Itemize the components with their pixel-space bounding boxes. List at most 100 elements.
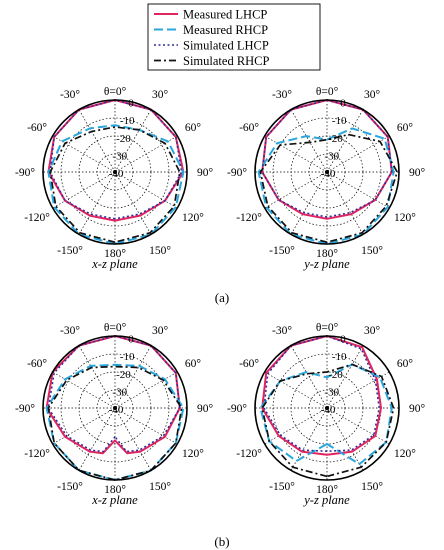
polar-grid-spoke bbox=[78, 345, 116, 409]
angle-tick-label: 60° bbox=[397, 358, 414, 370]
radial-tick-label: -10 bbox=[332, 351, 347, 363]
angle-tick-label: -90° bbox=[227, 403, 247, 415]
angle-tick-label: 90° bbox=[409, 167, 426, 179]
angle-tick-label: 120° bbox=[394, 448, 416, 460]
polar-grid-spoke bbox=[114, 171, 178, 209]
radial-tick-label: 0 bbox=[128, 98, 134, 110]
angle-tick-label: -120° bbox=[236, 212, 262, 224]
row-label-b: (b) bbox=[214, 534, 229, 549]
angle-tick-label: 90° bbox=[409, 403, 426, 415]
radial-tick-label: -30 bbox=[112, 150, 127, 162]
radial-tick-label: -20 bbox=[116, 133, 131, 145]
radial-tick-label: -30 bbox=[324, 386, 339, 398]
polar-grid-spoke bbox=[264, 171, 328, 209]
polar-center bbox=[113, 170, 117, 174]
angle-tick-label: -30° bbox=[60, 325, 80, 337]
angle-tick-label: -150° bbox=[269, 245, 295, 257]
angle-tick-label: 30° bbox=[152, 325, 169, 337]
angle-tick-label: 30° bbox=[152, 89, 169, 101]
series-line bbox=[47, 124, 185, 245]
angle-tick-label: 120° bbox=[182, 212, 204, 224]
polar-grid-spoke bbox=[264, 371, 328, 409]
polar-grid-spoke bbox=[78, 171, 116, 235]
polar-grid-spoke bbox=[326, 407, 390, 445]
radial-tick-label: -10 bbox=[332, 115, 347, 127]
legend-label: Simulated RHCP bbox=[183, 54, 270, 68]
angle-tick-label: -30° bbox=[60, 89, 80, 101]
polar-outer-ring bbox=[42, 99, 188, 245]
polar-grid-spoke bbox=[52, 171, 116, 209]
polar-panel: 0 -10 -20 -30 -40 θ=0° 30° 60° 90° 120° 150° 180° -1… bbox=[15, 86, 213, 271]
angle-tick-label: 180° bbox=[316, 484, 338, 496]
radial-tick-label: -20 bbox=[328, 133, 343, 145]
radial-tick-label: -30 bbox=[324, 150, 339, 162]
angle-tick-label: 180° bbox=[104, 248, 126, 260]
radial-tick-label: -20 bbox=[116, 369, 131, 381]
angle-tick-label: 120° bbox=[182, 448, 204, 460]
radial-tick-label: -20 bbox=[328, 369, 343, 381]
polar-outer-ring bbox=[254, 99, 400, 245]
legend-label: Measured RHCP bbox=[183, 23, 268, 37]
panel-label: y-z plane bbox=[302, 493, 350, 507]
angle-tick-label: θ=0° bbox=[316, 322, 339, 334]
polar-grid-spoke bbox=[290, 345, 328, 409]
polar-panel: 0 -10 -20 -30 -40 θ=0° 30° 60° 90° 120° 150° 180° -1… bbox=[15, 322, 213, 507]
legend-label: Simulated LHCP bbox=[183, 39, 269, 53]
angle-tick-label: 60° bbox=[185, 358, 202, 370]
angle-tick-label: 30° bbox=[364, 325, 381, 337]
angle-tick-label: 60° bbox=[397, 122, 414, 134]
angle-tick-label: -120° bbox=[24, 448, 50, 460]
angle-tick-label: -150° bbox=[57, 245, 83, 257]
panel-label: y-z plane bbox=[302, 257, 350, 271]
polar-grid-spoke bbox=[114, 407, 178, 445]
polar-grid-spoke bbox=[326, 109, 364, 173]
series-line bbox=[45, 363, 185, 481]
row-label-a: (a) bbox=[215, 290, 229, 305]
series-line bbox=[261, 363, 395, 478]
polar-grid-spoke bbox=[78, 407, 116, 471]
polar-grid-spoke bbox=[114, 407, 152, 471]
polar-grid-spoke bbox=[290, 407, 328, 471]
radial-tick-label: -30 bbox=[112, 386, 127, 398]
angle-tick-label: 60° bbox=[185, 122, 202, 134]
polar-center bbox=[325, 406, 329, 410]
polar-grid-spoke bbox=[114, 171, 152, 235]
legend-label: Measured LHCP bbox=[183, 8, 267, 22]
angle-tick-label: θ=0° bbox=[316, 86, 339, 98]
polar-grid-spoke bbox=[114, 109, 152, 173]
angle-tick-label: -120° bbox=[24, 212, 50, 224]
polar-grid-spoke bbox=[326, 171, 390, 209]
polar-center bbox=[325, 170, 329, 174]
angle-tick-label: 90° bbox=[197, 167, 214, 179]
radial-tick-label: -40 bbox=[321, 168, 336, 180]
radial-tick-label: 0 bbox=[340, 334, 346, 346]
polar-grid-spoke bbox=[114, 345, 152, 409]
polar-grid-spoke bbox=[52, 371, 116, 409]
polar-grid-spoke bbox=[326, 345, 364, 409]
panel-label: x-z plane bbox=[91, 493, 138, 507]
angle-tick-label: 150° bbox=[149, 245, 171, 257]
angle-tick-label: -150° bbox=[269, 481, 295, 493]
angle-tick-label: 180° bbox=[104, 484, 126, 496]
angle-tick-label: -60° bbox=[239, 122, 259, 134]
polar-grid-spoke bbox=[326, 171, 364, 235]
polar-panel: 0 -10 -20 -30 -40 θ=0° 30° 60° 90° 120° 150° 180° -1… bbox=[227, 86, 425, 271]
polar-grid-spoke bbox=[326, 407, 364, 471]
radial-tick-label: -40 bbox=[109, 404, 124, 416]
polar-outer-ring bbox=[254, 335, 400, 481]
angle-tick-label: θ=0° bbox=[104, 322, 127, 334]
angle-tick-label: -120° bbox=[236, 448, 262, 460]
panel-label: x-z plane bbox=[91, 257, 138, 271]
angle-tick-label: 150° bbox=[149, 481, 171, 493]
polar-panels: 0 -10 -20 -30 -40 θ=0° 30° 60° 90° 120° 150° 180° -1… bbox=[15, 86, 425, 507]
radial-tick-label: -10 bbox=[120, 351, 135, 363]
polar-center bbox=[113, 406, 117, 410]
angle-tick-label: -60° bbox=[27, 358, 47, 370]
radial-tick-label: 0 bbox=[128, 334, 134, 346]
angle-tick-label: -30° bbox=[272, 89, 292, 101]
angle-tick-label: 180° bbox=[316, 248, 338, 260]
angle-tick-label: 120° bbox=[394, 212, 416, 224]
polar-grid-spoke bbox=[78, 109, 116, 173]
